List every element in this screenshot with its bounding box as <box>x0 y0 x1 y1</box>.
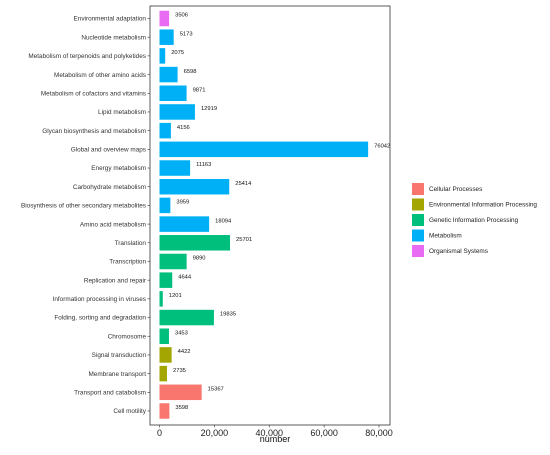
category-label-folding-sorting-and-degradation: Folding, sorting and degradation <box>54 315 146 322</box>
legend-key-genetic-information-processing <box>412 214 424 226</box>
category-label-information-processing-in-viruses: Information processing in viruses <box>53 296 146 303</box>
value-label-transport-and-catabolism: 15367 <box>208 387 224 393</box>
value-label-metabolism-of-terpenoids-and-polyketides: 2075 <box>171 50 184 56</box>
value-label-energy-metabolism: 11163 <box>196 162 211 168</box>
legend-key-organismal-systems <box>412 245 424 257</box>
category-label-signal-transduction: Signal transduction <box>92 352 147 359</box>
category-label-global-and-overview-maps: Global and overview maps <box>71 147 146 154</box>
category-label-chromosome: Chromosome <box>108 333 147 340</box>
legend-key-environmental-information-processing <box>412 198 424 211</box>
value-label-transcription: 9890 <box>193 256 206 262</box>
x-tick-label: 0 <box>157 428 162 438</box>
category-label-metabolism-of-other-amino-acids: Metabolism of other amino acids <box>54 72 146 79</box>
value-label-signal-transduction: 4422 <box>178 349 191 355</box>
legend-key-metabolism <box>412 229 424 242</box>
bar-information-processing-in-viruses <box>159 291 163 307</box>
category-label-translation: Translation <box>115 240 147 247</box>
legend-label-environmental-information-processing: Environmental Information Processing <box>429 202 537 209</box>
bar-replication-and-repair <box>159 272 173 288</box>
category-label-amino-acid-metabolism: Amino acid metabolism <box>80 221 146 228</box>
category-label-nucleotide-metabolism: Nucleotide metabolism <box>81 34 146 41</box>
category-label-biosynthesis-of-other-secondary-metabolites: Biosynthesis of other secondary metaboli… <box>21 203 146 210</box>
bar-nucleotide-metabolism <box>159 29 174 45</box>
bar-lipid-metabolism <box>159 104 195 120</box>
category-label-metabolism-of-cofactors-and-vitamins: Metabolism of cofactors and vitamins <box>41 90 146 97</box>
bar-cell-motility <box>159 403 170 419</box>
bar-energy-metabolism <box>159 160 191 176</box>
legend-label-organismal-systems: Organismal Systems <box>429 248 488 255</box>
category-label-cell-motility: Cell motility <box>113 408 146 415</box>
legend-label-metabolism: Metabolism <box>429 233 462 240</box>
category-label-metabolism-of-terpenoids-and-polyketides: Metabolism of terpenoids and polyketides <box>28 53 146 60</box>
value-label-information-processing-in-viruses: 1201 <box>169 293 182 299</box>
bars-layer <box>159 10 369 419</box>
value-label-amino-acid-metabolism: 18094 <box>215 218 232 224</box>
x-axis-title: number <box>260 434 291 444</box>
bar-carbohydrate-metabolism <box>159 178 230 195</box>
x-tick-label: 60,000 <box>310 428 338 438</box>
bar-amino-acid-metabolism <box>159 216 210 232</box>
legend-label-genetic-information-processing: Genetic Information Processing <box>429 217 519 224</box>
bar-environmental-adaptation <box>159 10 170 27</box>
x-tick-label: 40,000 <box>255 428 283 438</box>
category-label-replication-and-repair: Replication and repair <box>84 277 147 284</box>
value-label-nucleotide-metabolism: 5173 <box>180 31 193 37</box>
category-label-membrane-transport: Membrane transport <box>88 371 146 378</box>
value-label-global-and-overview-maps: 76042 <box>374 144 390 150</box>
bar-global-and-overview-maps <box>159 141 369 158</box>
value-label-membrane-transport: 2735 <box>173 368 186 374</box>
legend-key-cellular-processes <box>412 183 424 195</box>
bar-folding-sorting-and-degradation <box>159 309 214 326</box>
bar-transport-and-catabolism <box>159 384 202 401</box>
bar-translation <box>159 235 231 251</box>
category-label-glycan-biosynthesis-and-metabolism: Glycan biosynthesis and metabolism <box>42 128 146 135</box>
bar-membrane-transport <box>159 365 168 382</box>
bar-chromosome <box>159 328 169 344</box>
x-tick-label: 20,000 <box>201 428 229 438</box>
value-label-chromosome: 3453 <box>175 330 188 336</box>
value-label-metabolism-of-cofactors-and-vitamins: 9871 <box>193 87 206 93</box>
legend-label-cellular-processes: Cellular Processes <box>429 186 482 193</box>
bar-metabolism-of-other-amino-acids <box>159 66 178 83</box>
category-label-transport-and-catabolism: Transport and catabolism <box>74 390 146 397</box>
category-label-transcription: Transcription <box>109 259 146 266</box>
value-label-glycan-biosynthesis-and-metabolism: 4156 <box>177 125 190 131</box>
value-label-carbohydrate-metabolism: 25414 <box>235 181 252 187</box>
value-label-translation: 25701 <box>236 237 252 243</box>
category-label-lipid-metabolism: Lipid metabolism <box>98 109 146 116</box>
category-label-carbohydrate-metabolism: Carbohydrate metabolism <box>73 184 146 191</box>
bar-transcription <box>159 253 187 270</box>
legend: Cellular Processes Environmental Informat… <box>412 183 537 257</box>
value-label-cell-motility: 3598 <box>175 405 188 411</box>
x-tick-label: 80,000 <box>365 428 393 438</box>
value-label-replication-and-repair: 4644 <box>178 274 192 280</box>
plot-panel <box>149 5 391 426</box>
bar-signal-transduction <box>159 347 172 363</box>
value-label-biosynthesis-of-other-secondary-metabolites: 3959 <box>176 200 189 206</box>
value-label-folding-sorting-and-degradation: 19835 <box>220 312 236 318</box>
value-label-metabolism-of-other-amino-acids: 6598 <box>184 69 197 75</box>
bar-biosynthesis-of-other-secondary-metabolites <box>159 197 171 214</box>
value-label-lipid-metabolism: 12919 <box>201 106 217 112</box>
bar-metabolism-of-cofactors-and-vitamins <box>159 85 187 102</box>
x-axis: 0 20,000 40,000 60,000 80,000 <box>157 425 393 438</box>
category-labels: Environmental adaptation Nucleotide metab… <box>21 16 150 415</box>
category-label-environmental-adaptation: Environmental adaptation <box>74 16 147 23</box>
value-label-environmental-adaptation: 3506 <box>175 13 188 19</box>
category-label-energy-metabolism: Energy metabolism <box>91 165 146 172</box>
value-labels: 3506 5173 2075 6598 9871 12919 4156 76042 11163 2… <box>169 13 390 412</box>
bar-metabolism-of-terpenoids-and-polyketides <box>159 48 166 64</box>
bar-glycan-biosynthesis-and-metabolism <box>159 122 171 139</box>
